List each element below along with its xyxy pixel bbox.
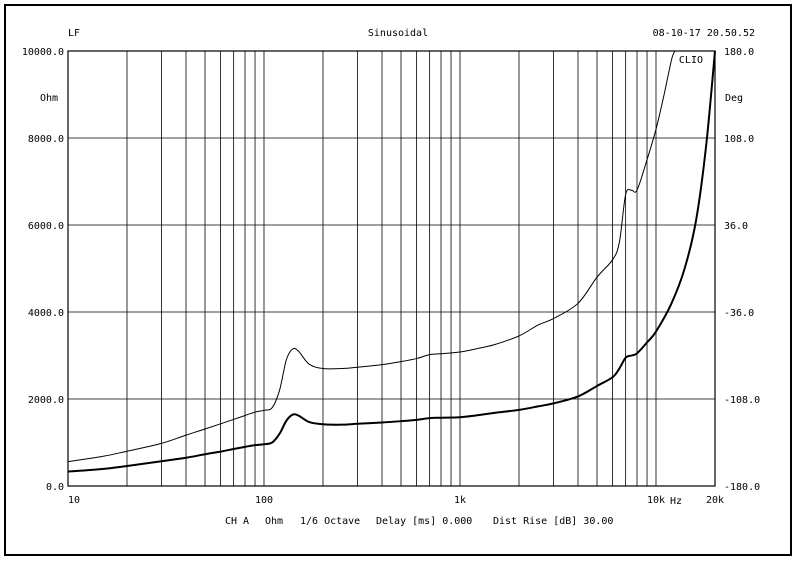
y-tick-label: 2000.0 xyxy=(28,395,64,406)
y-tick-label: 10000.0 xyxy=(22,47,64,58)
y2-axis-label: Deg xyxy=(725,93,743,104)
footer-octave: 1/6 Octave xyxy=(300,516,360,527)
y-tick-label: 8000.0 xyxy=(28,134,64,145)
y2-tick-label: 180.0 xyxy=(724,47,754,58)
header-timestamp: 08-10-17 20.50.52 xyxy=(653,28,755,39)
footer-channel: CH A xyxy=(225,516,249,527)
x-tick-label: 1k xyxy=(454,495,466,506)
x-tick-label: 100 xyxy=(255,495,273,506)
series-line-1 xyxy=(67,50,676,463)
y2-tick-label: 36.0 xyxy=(724,221,748,232)
plot-area xyxy=(67,50,716,487)
y-tick-label: 0.0 xyxy=(46,482,64,493)
series-line-2 xyxy=(67,50,716,473)
y2-tick-label: 108.0 xyxy=(724,134,754,145)
y-tick-label: 4000.0 xyxy=(28,308,64,319)
footer-delay: Delay [ms] 0.000 xyxy=(376,516,472,527)
tick-labels: 0.0 2000.0 4000.0 6000.0 8000.0 10000.0 -180.0… xyxy=(22,47,760,506)
x-tick-label: 20k xyxy=(706,495,724,506)
header-center: Sinusoidal xyxy=(368,28,428,39)
x-tick-label: 10 xyxy=(68,495,80,506)
curve-layer xyxy=(67,50,716,473)
y-tick-label: 6000.0 xyxy=(28,221,64,232)
brand-label: CLIO xyxy=(679,55,703,66)
y2-tick-label: -108.0 xyxy=(724,395,760,406)
x-unit-label: Hz xyxy=(670,496,682,507)
footer-dist-rise: Dist Rise [dB] 30.00 xyxy=(493,516,613,527)
footer-unit: Ohm xyxy=(265,516,283,527)
y2-tick-label: -180.0 xyxy=(724,482,760,493)
header-left: LF xyxy=(68,28,80,39)
grid-layer xyxy=(68,51,715,486)
y-axis-label: Ohm xyxy=(40,93,58,104)
x-tick-label: 10k xyxy=(647,495,665,506)
y2-tick-label: -36.0 xyxy=(724,308,754,319)
